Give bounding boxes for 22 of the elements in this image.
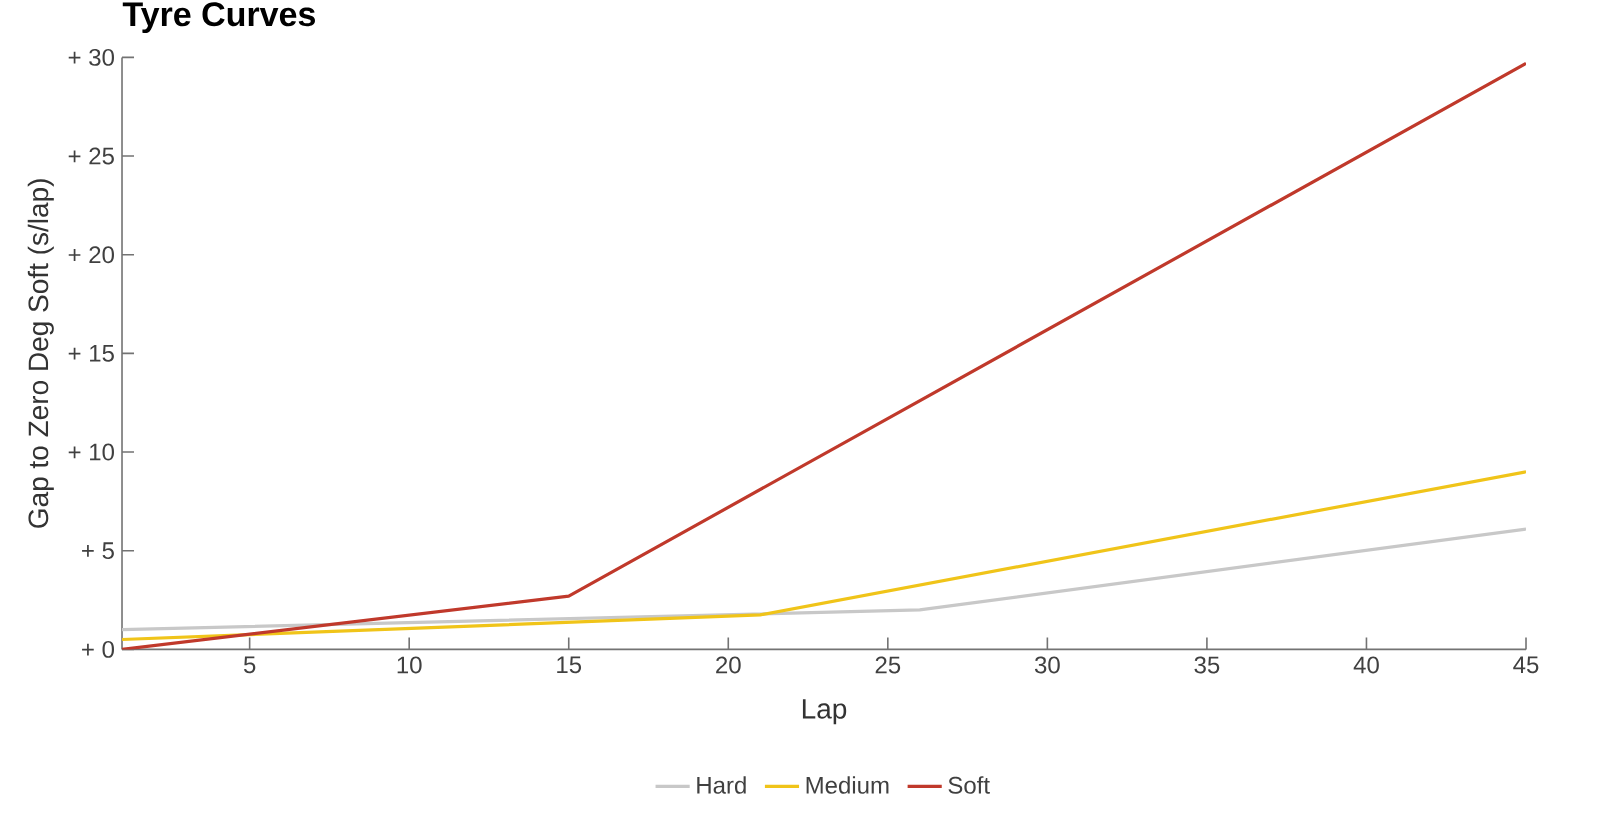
x-tick-label: 10 (397, 656, 422, 674)
x-tick-label: 5 (243, 656, 256, 674)
legend-label: Hard (697, 776, 746, 794)
y-tick-label: + 5 (82, 542, 114, 560)
x-tick-label: 20 (716, 656, 741, 674)
y-tick-label: + 25 (68, 147, 114, 165)
x-tick-label: 35 (1194, 656, 1220, 674)
legend-label: Medium (806, 776, 889, 794)
y-tick-label: + 10 (68, 443, 114, 461)
x-tick-label: 25 (875, 656, 901, 674)
y-tick-label: + 30 (68, 48, 114, 66)
y-tick-label: + 0 (82, 640, 114, 658)
chart-title: Tyre Curves (122, 2, 315, 33)
y-tick-label: + 20 (68, 246, 114, 264)
legend-label: Soft (948, 776, 990, 794)
x-tick-label: 40 (1353, 656, 1379, 674)
x-tick-label: 15 (557, 656, 582, 674)
x-axis-title: Lap (802, 699, 847, 725)
x-tick-label: 45 (1513, 656, 1539, 674)
x-tick-label: 30 (1034, 656, 1060, 674)
y-tick-label: + 15 (68, 345, 114, 362)
y-axis-title: Gap to Zero Deg Soft (s/lap) (27, 179, 54, 528)
